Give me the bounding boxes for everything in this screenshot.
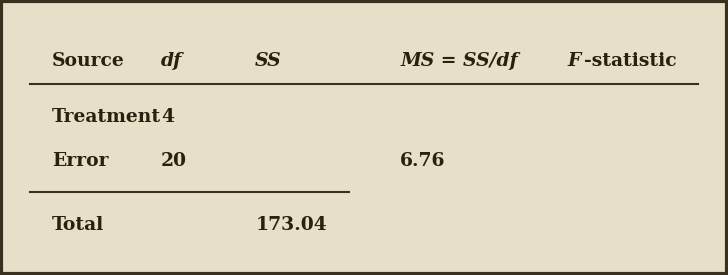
Text: Treatment: Treatment (52, 108, 162, 126)
Text: df: df (161, 52, 182, 70)
Text: MS = SS/df: MS = SS/df (400, 52, 518, 70)
Text: Error: Error (52, 152, 108, 170)
Text: 173.04: 173.04 (256, 216, 327, 233)
Text: Source: Source (52, 52, 125, 70)
Text: F: F (567, 52, 580, 70)
Text: 20: 20 (161, 152, 187, 170)
Text: 4: 4 (161, 108, 174, 126)
Text: Total: Total (52, 216, 104, 233)
Text: SS: SS (256, 52, 282, 70)
Text: 6.76: 6.76 (400, 152, 446, 170)
Text: -statistic: -statistic (584, 52, 676, 70)
